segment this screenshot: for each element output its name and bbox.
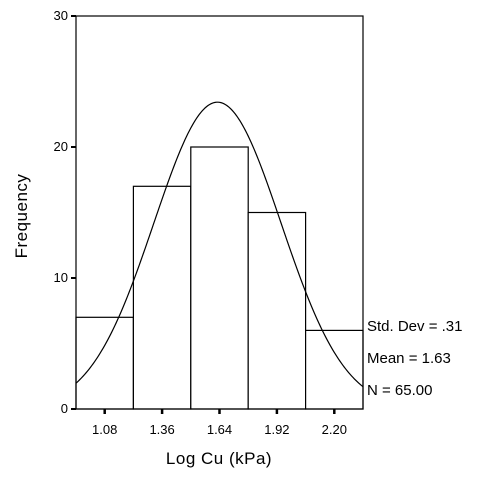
x-tick-label: 1.64 (207, 422, 232, 437)
histogram-bars (75, 146, 364, 410)
y-axis-ticks: 0 10 20 30 (54, 8, 76, 416)
normal-curve (75, 101, 364, 388)
histogram-bar (75, 316, 135, 410)
histogram-bar (190, 146, 249, 410)
plot-frame (75, 15, 364, 410)
stat-std-dev: Std. Dev = .31 (367, 318, 462, 335)
stat-n: N = 65.00 (367, 382, 432, 399)
x-axis-ticks: 1.08 1.36 1.64 1.92 2.20 (92, 409, 347, 437)
histogram-bar (132, 185, 192, 410)
x-tick-label: 1.92 (264, 422, 289, 437)
y-tick-label: 20 (54, 139, 68, 154)
y-tick-label: 10 (54, 270, 68, 285)
histogram-bar (305, 329, 364, 410)
histogram-bar (247, 211, 307, 410)
stat-mean: Mean = 1.63 (367, 350, 451, 367)
x-tick-label: 1.36 (149, 422, 174, 437)
x-tick-label: 1.08 (92, 422, 117, 437)
x-axis-label: Log Cu (kPa) (166, 449, 272, 468)
y-tick-label: 30 (54, 8, 68, 23)
y-tick-label: 0 (61, 401, 68, 416)
x-tick-label: 2.20 (322, 422, 347, 437)
y-axis-label: Frequency (12, 174, 31, 259)
